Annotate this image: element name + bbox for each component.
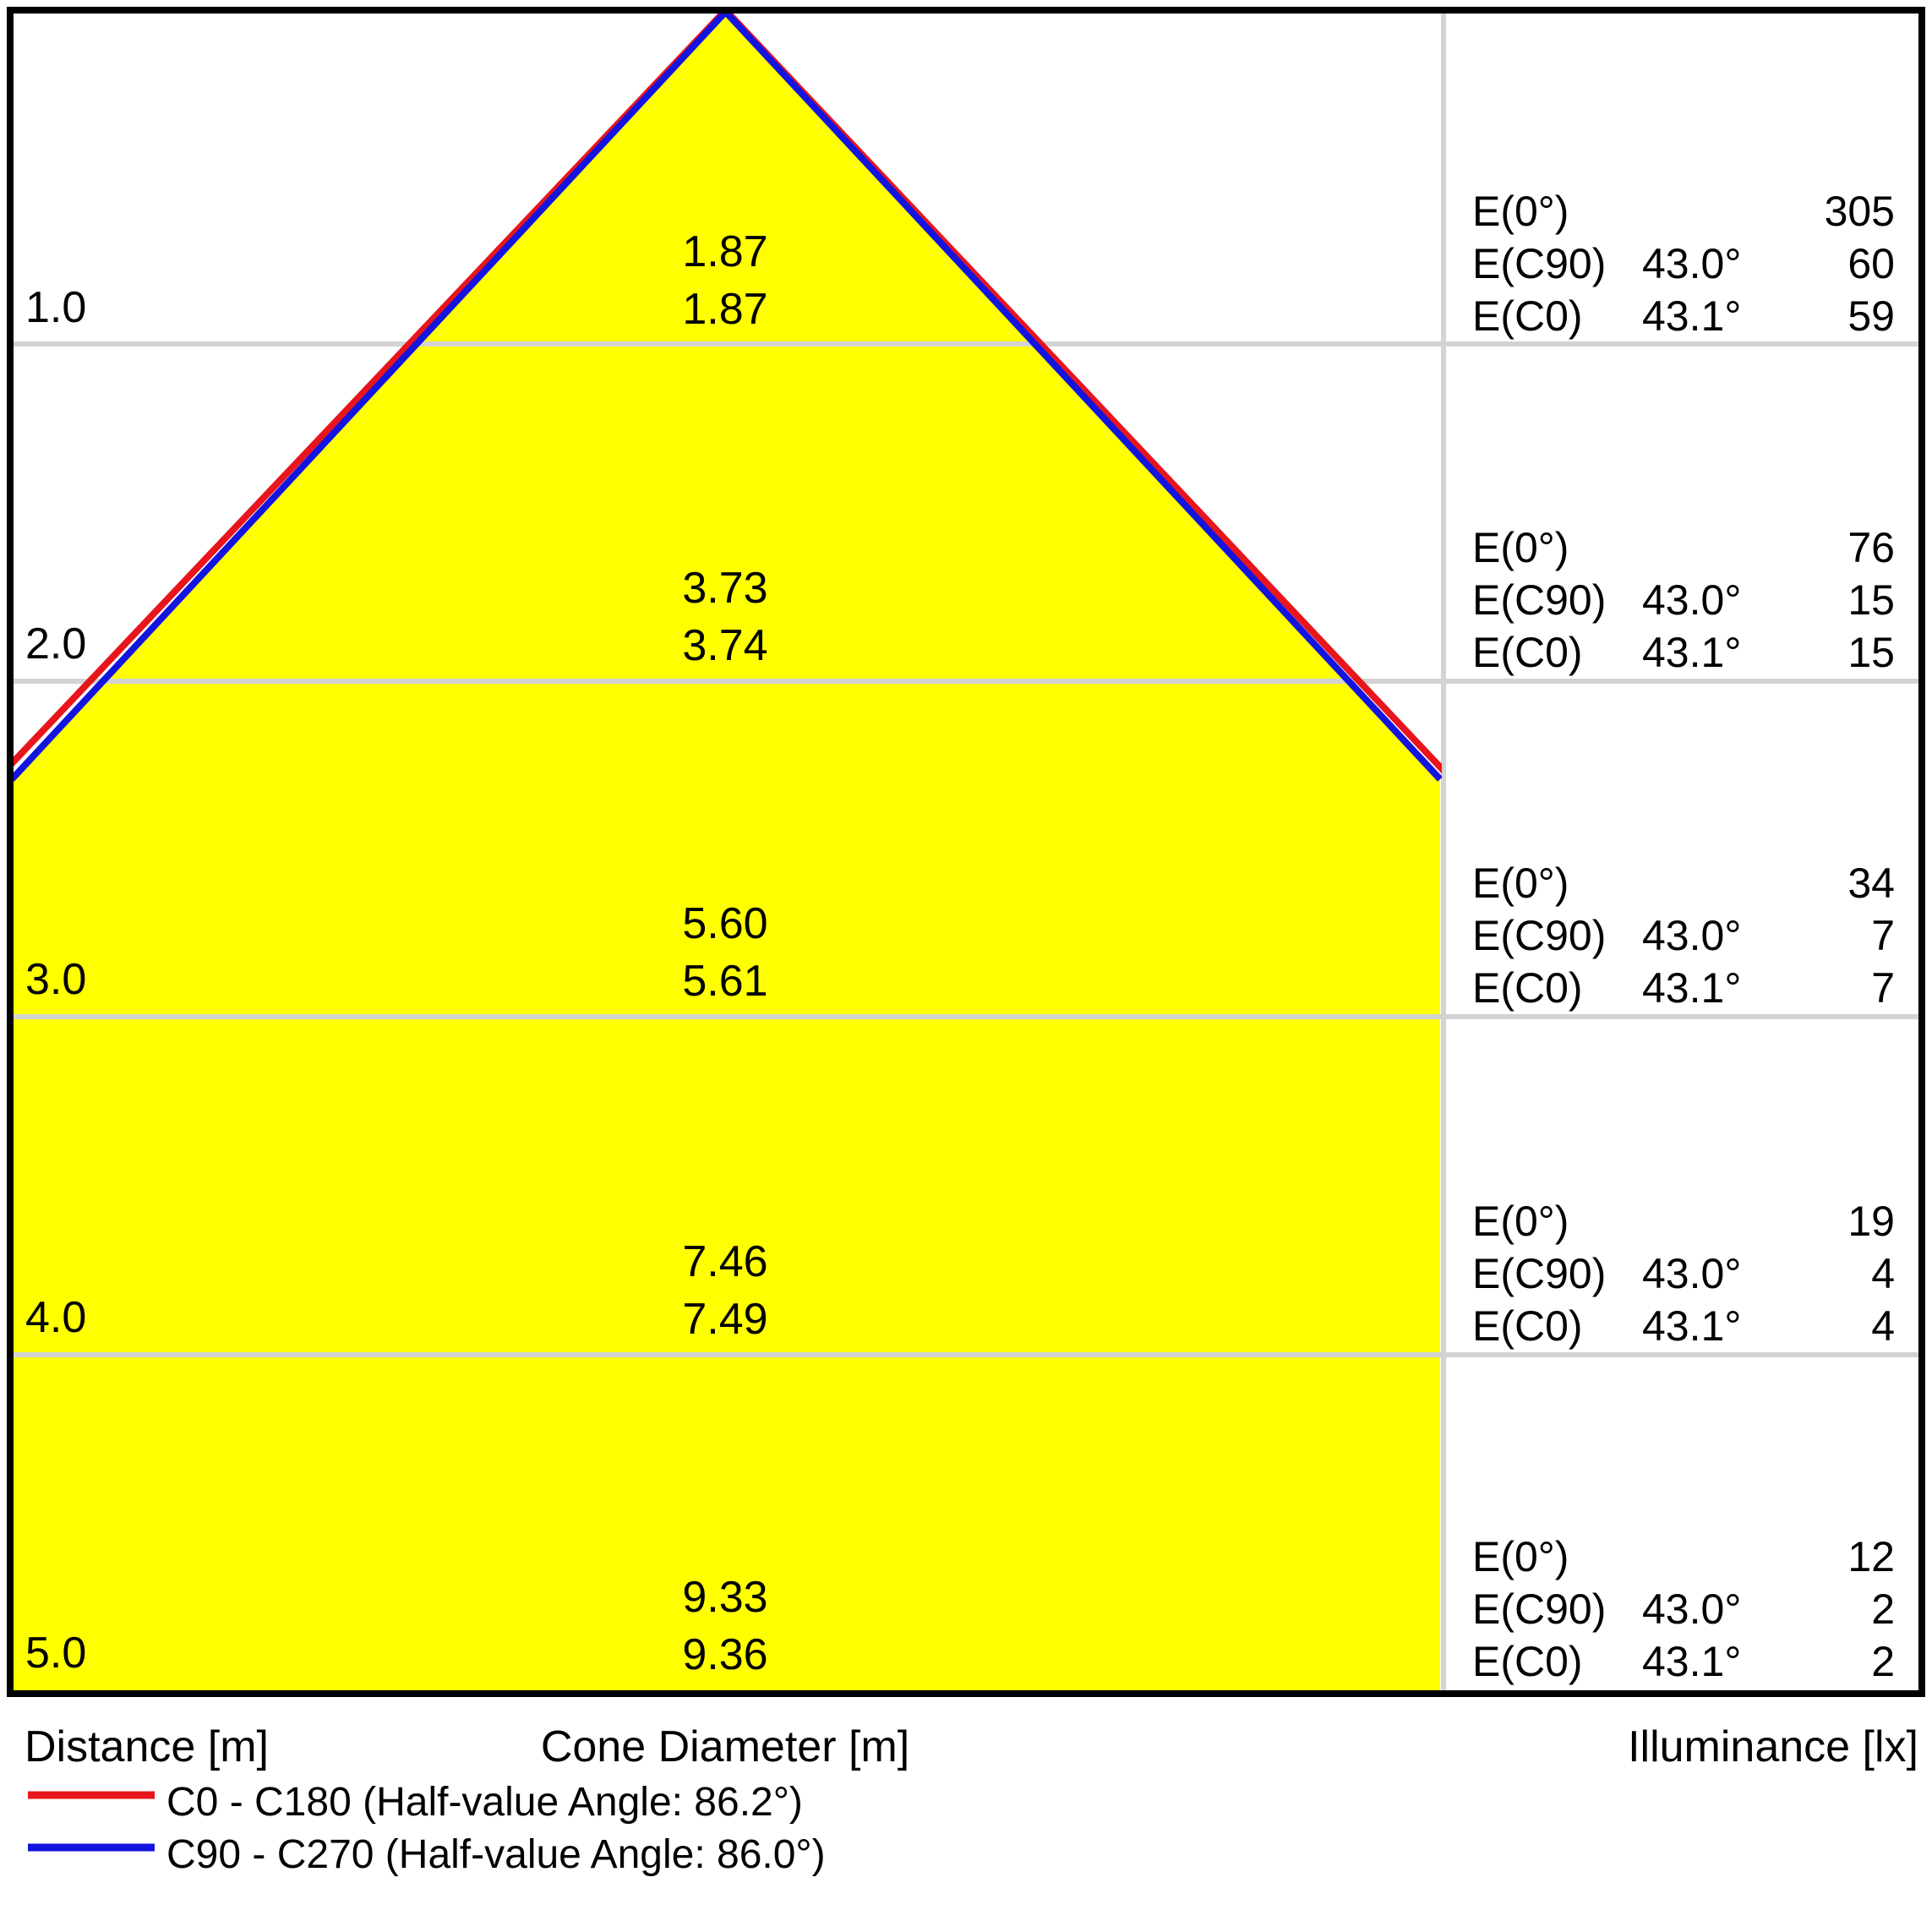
legend-c90-c270-label: C90 - C270 (Half-value Angle: 86.0°): [166, 1832, 826, 1877]
illuminance-line-ec0: E(C0) 43.1° 7: [0, 966, 1932, 1010]
ec90-angle: 43.0°: [1642, 912, 1742, 959]
illuminance-axis-label: Illuminance [lx]: [1628, 1722, 1918, 1771]
cone-diameter-c0-value: 9.36: [682, 1630, 768, 1679]
ec0-value: 7: [1871, 964, 1895, 1012]
cone-diameter-c90-value: 7.46: [682, 1237, 768, 1286]
table-row: 4.0 7.46 7.49 E(0°) 19 E(C90) 43.0° 4 E(…: [0, 1017, 1932, 1355]
illuminance-line-ec0: E(C0) 43.1° 59: [0, 294, 1932, 338]
e0-label: E(0°): [1472, 860, 1569, 907]
illuminance-line-e0: E(0°) 305: [0, 189, 1932, 233]
ec90-label: E(C90): [1472, 1250, 1607, 1297]
c0-c180-line: [11, 10, 1442, 774]
ec90-value: 2: [1871, 1585, 1895, 1633]
illuminance-line-e0: E(0°) 12: [0, 1535, 1932, 1579]
e0-value: 34: [1847, 860, 1895, 907]
cone-diameter-c0-value: 7.49: [682, 1295, 768, 1344]
ec90-angle: 43.0°: [1642, 1585, 1742, 1633]
cone-diameter-c90-value: 5.60: [682, 899, 768, 948]
ec0-angle: 43.1°: [1642, 629, 1742, 676]
ec0-value: 2: [1871, 1638, 1895, 1685]
ec90-angle: 43.0°: [1642, 240, 1742, 287]
ec0-angle: 43.1°: [1642, 964, 1742, 1012]
e0-value: 19: [1847, 1198, 1895, 1245]
ec0-angle: 43.1°: [1642, 292, 1742, 340]
chart-border: [7, 7, 1925, 1697]
ec0-label: E(C0): [1472, 1302, 1583, 1350]
table-row: 2.0 3.73 3.74 E(0°) 76 E(C90) 43.0° 15 E…: [0, 345, 1932, 681]
illuminance-line-e0: E(0°) 34: [0, 861, 1932, 905]
distance-label: 3.0: [25, 955, 87, 1004]
table-row: 1.0 1.87 1.87 E(0°) 305 E(C90) 43.0° 60 …: [0, 8, 1932, 345]
table-row: 3.0 5.60 5.61 E(0°) 34 E(C90) 43.0° 7 E(…: [0, 681, 1932, 1017]
ec0-label: E(C0): [1472, 629, 1583, 676]
e0-value: 12: [1847, 1533, 1895, 1580]
ec90-label: E(C90): [1472, 912, 1607, 959]
ec0-angle: 43.1°: [1642, 1302, 1742, 1350]
illuminance-line-ec90: E(C90) 43.0° 2: [0, 1587, 1932, 1631]
cone-diameter-c0-value: 5.61: [682, 957, 768, 1006]
illuminance-line-ec90: E(C90) 43.0° 4: [0, 1252, 1932, 1296]
illuminance-line-ec90: E(C90) 43.0° 60: [0, 242, 1932, 286]
ec90-angle: 43.0°: [1642, 1250, 1742, 1297]
ec90-angle: 43.0°: [1642, 576, 1742, 624]
ec90-value: 60: [1847, 240, 1895, 287]
cone-diameter-c90-value: 1.87: [682, 227, 768, 276]
ec90-value: 7: [1871, 912, 1895, 959]
distance-label: 1.0: [25, 283, 87, 332]
e0-value: 305: [1824, 188, 1895, 235]
illuminance-line-ec0: E(C0) 43.1° 2: [0, 1640, 1932, 1684]
cone-diameter-c0-value: 1.87: [682, 285, 768, 334]
distance-label: 2.0: [25, 619, 87, 669]
ec0-label: E(C0): [1472, 292, 1583, 340]
distance-label: 4.0: [25, 1293, 87, 1342]
e0-label: E(0°): [1472, 1533, 1569, 1580]
ec90-label: E(C90): [1472, 1585, 1607, 1633]
e0-label: E(0°): [1472, 1198, 1569, 1245]
ec90-value: 4: [1871, 1250, 1895, 1297]
ec0-label: E(C0): [1472, 1638, 1583, 1685]
table-row: 5.0 9.33 9.36 E(0°) 12 E(C90) 43.0° 2 E(…: [0, 1355, 1932, 1690]
ec0-value: 15: [1847, 629, 1895, 676]
ec0-value: 4: [1871, 1302, 1895, 1350]
illuminance-line-ec0: E(C0) 43.1° 4: [0, 1304, 1932, 1348]
legend-c0-c180-label: C0 - C180 (Half-value Angle: 86.2°): [166, 1780, 803, 1825]
e0-label: E(0°): [1472, 188, 1569, 235]
cone-diameter-axis-label: Cone Diameter [m]: [540, 1722, 910, 1771]
illuminance-line-ec90: E(C90) 43.0° 7: [0, 914, 1932, 958]
cone-fill: [12, 12, 1440, 1690]
cone-diameter-c90-value: 9.33: [682, 1573, 768, 1622]
illuminance-line-e0: E(0°) 19: [0, 1199, 1932, 1243]
ec0-value: 59: [1847, 292, 1895, 340]
illuminance-line-ec0: E(C0) 43.1° 15: [0, 630, 1932, 674]
e0-label: E(0°): [1472, 524, 1569, 571]
illuminance-line-ec90: E(C90) 43.0° 15: [0, 578, 1932, 622]
ec90-label: E(C90): [1472, 576, 1607, 624]
illuminance-line-e0: E(0°) 76: [0, 526, 1932, 570]
e0-value: 76: [1847, 524, 1895, 571]
ec90-value: 15: [1847, 576, 1895, 624]
distance-label: 5.0: [25, 1629, 87, 1678]
ec0-angle: 43.1°: [1642, 1638, 1742, 1685]
cone-diameter-c90-value: 3.73: [682, 564, 768, 613]
ec0-label: E(C0): [1472, 964, 1583, 1012]
cone-diameter-c0-value: 3.74: [682, 621, 768, 670]
distance-axis-label: Distance [m]: [25, 1722, 269, 1771]
ec90-label: E(C90): [1472, 240, 1607, 287]
